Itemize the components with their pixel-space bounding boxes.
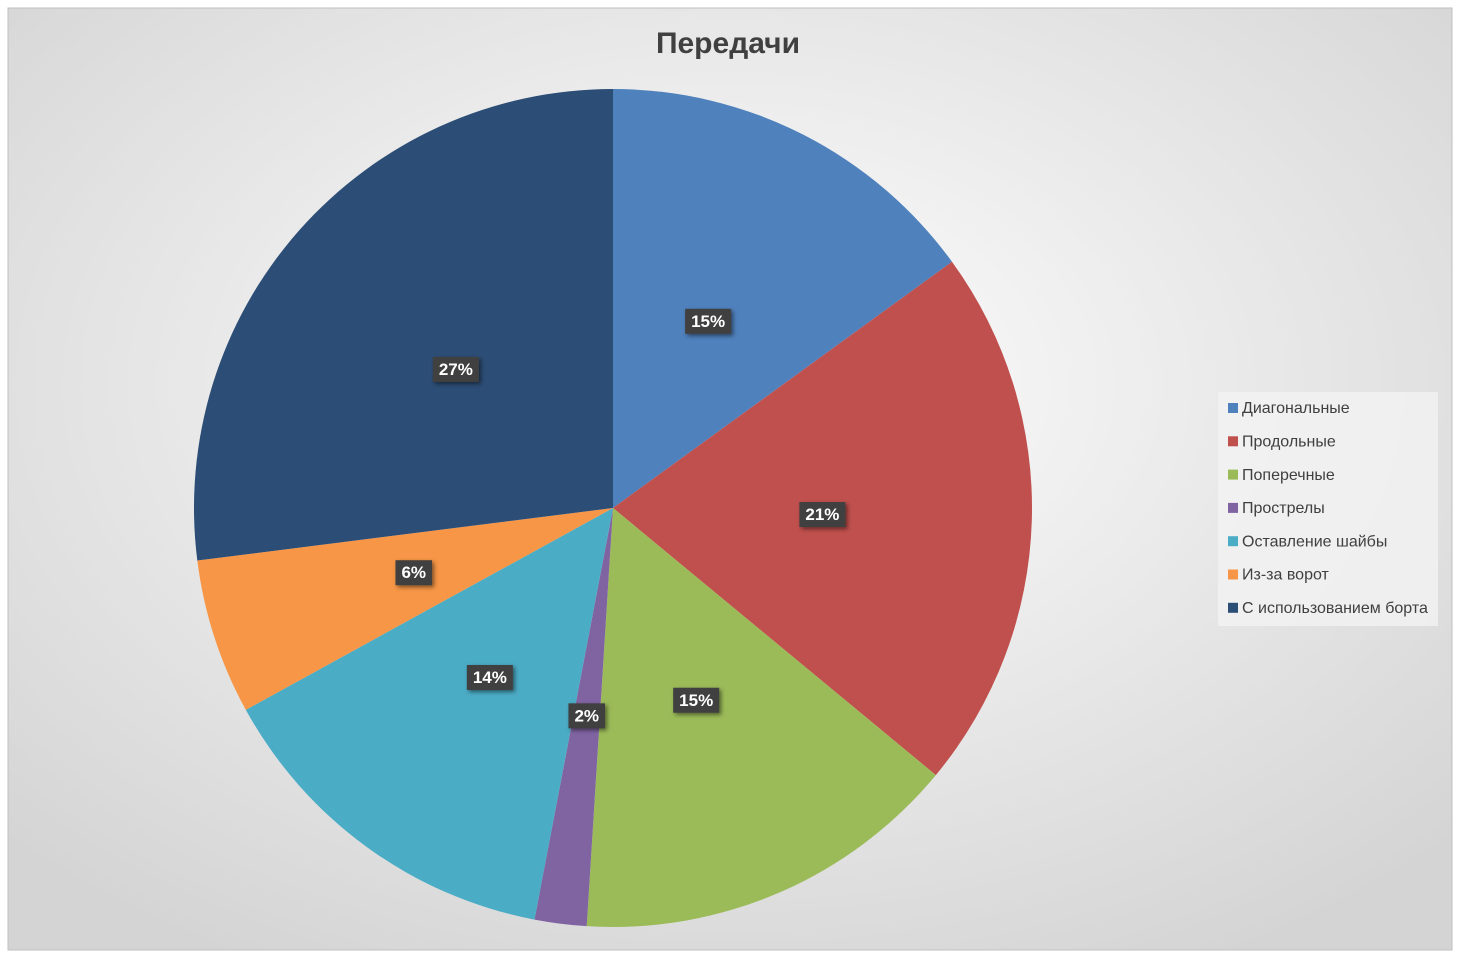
data-label-box — [568, 703, 606, 729]
legend-box — [1218, 392, 1438, 626]
legend-swatch — [1228, 569, 1238, 580]
data-label: 6% — [401, 563, 426, 582]
legend-label: С использованием борта — [1242, 600, 1428, 617]
legend-label: Из-за ворот — [1242, 567, 1330, 584]
legend-label: Диагональные — [1242, 400, 1350, 417]
legend-swatch — [1228, 469, 1238, 480]
data-label: 15% — [679, 691, 713, 710]
legend-swatch — [1228, 403, 1238, 413]
legend-swatch — [1228, 502, 1238, 513]
legend-swatch — [1228, 436, 1238, 447]
legend-label: Продольные — [1242, 434, 1336, 451]
data-label: 15% — [691, 312, 725, 331]
pie-slice — [194, 89, 613, 561]
data-label-box — [466, 664, 513, 690]
data-label-box — [432, 356, 479, 382]
legend-swatch — [1228, 602, 1238, 613]
data-label: 14% — [473, 668, 507, 687]
legend-label: Поперечные — [1242, 467, 1335, 484]
data-label-box — [685, 308, 732, 334]
data-label: 2% — [574, 706, 599, 725]
legend-label: Оставление шайбы — [1242, 533, 1387, 550]
chart-title: Передачи — [656, 27, 800, 60]
pie-slice — [245, 508, 613, 920]
pie-slice — [613, 89, 952, 508]
data-label-box — [799, 502, 846, 528]
legend-label: Прострелы — [1242, 500, 1325, 517]
pie-slice — [197, 508, 613, 710]
data-label: 21% — [805, 505, 839, 524]
legend-swatch — [1228, 536, 1238, 547]
pie-slice — [586, 508, 936, 927]
data-label-box — [395, 560, 433, 586]
data-label-box — [673, 687, 720, 713]
data-label: 27% — [439, 360, 473, 379]
